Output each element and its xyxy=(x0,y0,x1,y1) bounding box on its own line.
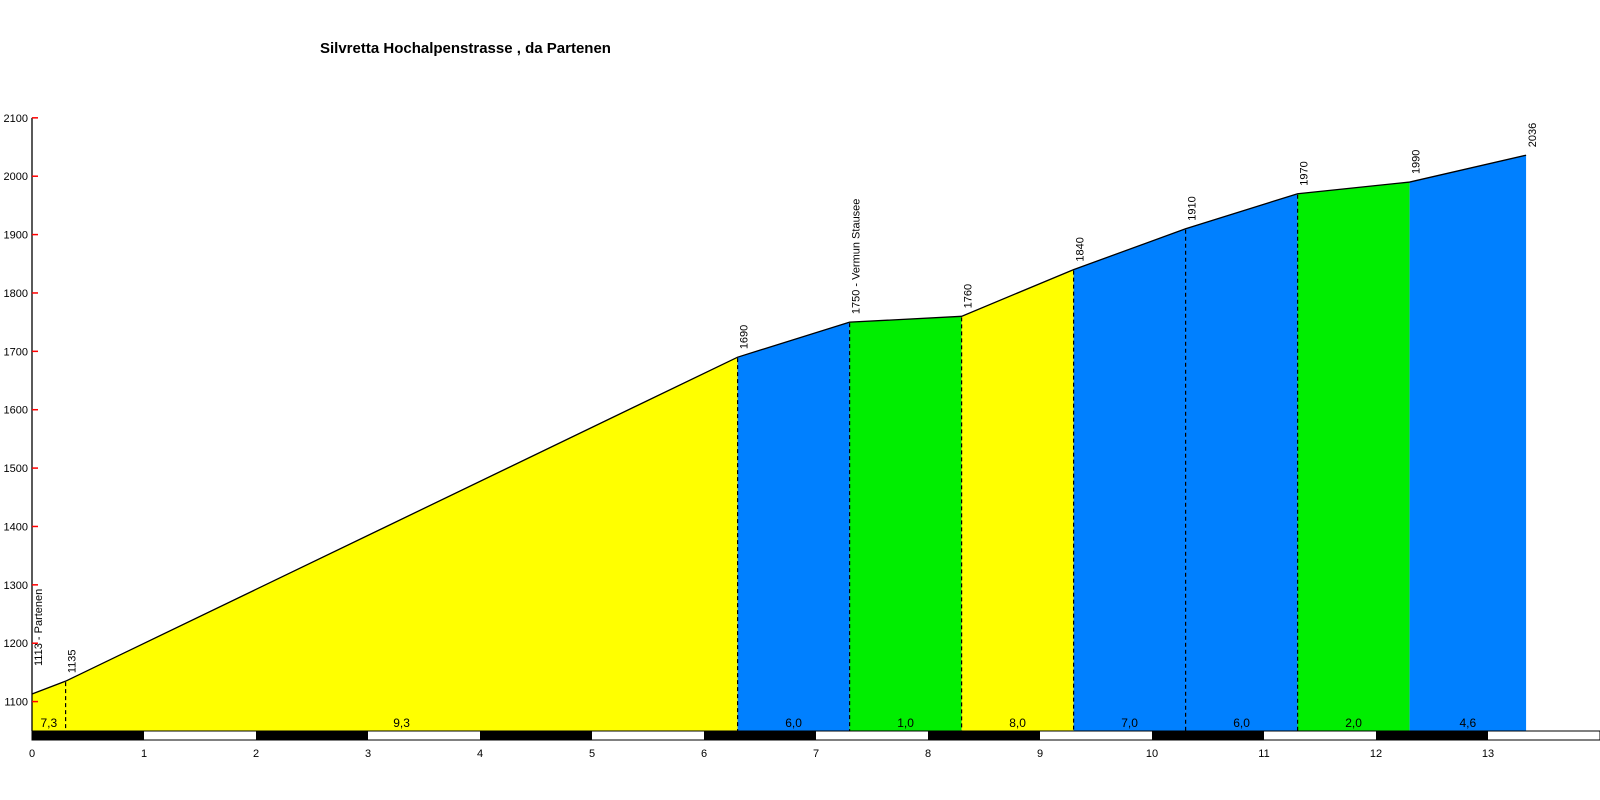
chart-title: Silvretta Hochalpenstrasse , da Partenen xyxy=(320,40,611,57)
x-axis-tick-label: 10 xyxy=(1146,748,1158,760)
gradient-label: 2,0 xyxy=(1345,716,1362,730)
y-axis-tick-label: 2100 xyxy=(4,113,28,125)
y-axis-tick-label: 1500 xyxy=(4,463,28,475)
x-axis-tick-label: 0 xyxy=(29,748,35,760)
x-axis-tick-label: 13 xyxy=(1482,748,1494,760)
y-axis-tick-label: 1200 xyxy=(4,638,28,650)
km-bar-black-segment xyxy=(928,731,1040,740)
gradient-label: 7,3 xyxy=(40,716,57,730)
waypoint-label: 1910 xyxy=(1187,196,1199,220)
waypoint-label: 1135 xyxy=(67,650,79,674)
waypoint-label: 1750 - Vermun Stausee xyxy=(851,199,863,315)
gradient-segment-fill xyxy=(737,322,850,731)
gradient-segment-fill xyxy=(961,269,1074,731)
waypoint-label: 1840 xyxy=(1075,237,1087,261)
gradient-segment-fill xyxy=(1409,155,1527,732)
x-axis-tick-label: 4 xyxy=(477,748,483,760)
profile-outline xyxy=(31,154,1527,695)
gradient-segment-fill xyxy=(1297,182,1410,731)
gradient-label: 7,0 xyxy=(1121,716,1138,730)
y-axis-tick-label: 1800 xyxy=(4,288,28,300)
waypoint-label: 1113 - Partenen xyxy=(33,589,45,666)
gradient-label: 9,3 xyxy=(393,716,410,730)
waypoint-label: 1990 xyxy=(1411,150,1423,174)
y-axis-tick-label: 1900 xyxy=(4,230,28,242)
y-axis-tick-label: 1100 xyxy=(4,697,28,709)
x-axis-tick-label: 7 xyxy=(813,748,819,760)
x-axis-tick-label: 5 xyxy=(589,748,595,760)
gradient-label: 4,6 xyxy=(1459,716,1476,730)
y-axis-tick-label: 1400 xyxy=(4,521,28,533)
waypoint-label: 1690 xyxy=(739,325,751,349)
gradient-segment-fill xyxy=(32,681,66,731)
x-axis-tick-label: 9 xyxy=(1037,748,1043,760)
x-axis-tick-label: 3 xyxy=(365,748,371,760)
waypoint-label: 2036 xyxy=(1527,123,1539,147)
x-axis-tick-label: 6 xyxy=(701,748,707,760)
y-axis-tick-label: 1300 xyxy=(4,580,28,592)
gradient-segment-fill xyxy=(65,357,738,731)
km-bar-black-segment xyxy=(1376,731,1488,740)
x-axis-tick-label: 12 xyxy=(1370,748,1382,760)
waypoint-label: 1760 xyxy=(963,284,975,308)
x-axis-tick-label: 2 xyxy=(253,748,259,760)
x-axis-tick-label: 1 xyxy=(141,748,147,760)
gradient-segment-fill xyxy=(1073,228,1186,731)
gradient-segment-fill xyxy=(1185,193,1298,731)
x-axis-tick-label: 11 xyxy=(1258,748,1269,760)
x-axis-tick-label: 8 xyxy=(925,748,931,760)
km-bar-black-segment xyxy=(1152,731,1264,740)
km-bar-black-segment xyxy=(32,731,144,740)
gradient-label: 8,0 xyxy=(1009,716,1026,730)
waypoint-label: 1970 xyxy=(1299,161,1311,185)
y-axis-tick-label: 1600 xyxy=(4,405,28,417)
y-axis-tick-label: 2000 xyxy=(4,171,28,183)
gradient-label: 6,0 xyxy=(1233,716,1250,730)
km-bar-black-segment xyxy=(480,731,592,740)
km-bar-black-segment xyxy=(256,731,368,740)
y-axis-tick-label: 1700 xyxy=(4,346,28,358)
gradient-segment-fill xyxy=(849,316,962,731)
km-bar-black-segment xyxy=(704,731,816,740)
gradient-label: 6,0 xyxy=(785,716,802,730)
km-bar-outline xyxy=(31,730,1600,741)
gradient-label: 1,0 xyxy=(897,716,914,730)
